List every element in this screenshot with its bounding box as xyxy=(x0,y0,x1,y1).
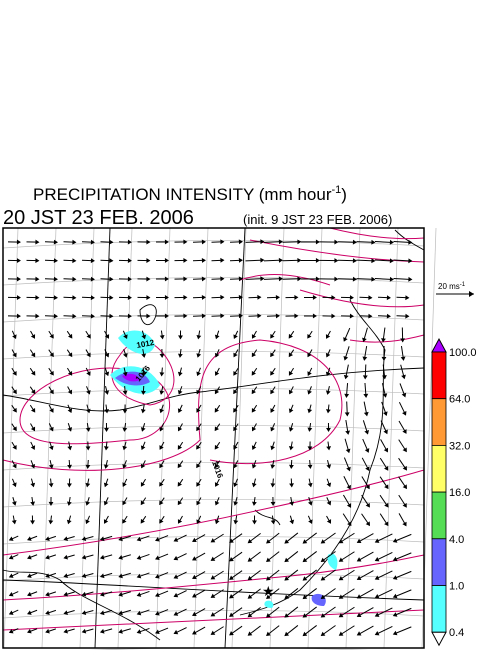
colorbar-label: 64.0 xyxy=(449,394,470,406)
colorbar-label: 0.4 xyxy=(449,627,464,639)
colorbar-label: 4.0 xyxy=(449,534,464,546)
colorbar-bottom xyxy=(432,632,446,645)
colorbar-segment xyxy=(432,352,446,399)
valid-time: 20 JST 23 FEB. 2006 xyxy=(3,207,194,229)
title-sup: -1 xyxy=(331,184,341,196)
colorbar-label: 32.0 xyxy=(449,440,470,452)
map: 1012 1016 1016 ★ xyxy=(3,228,436,650)
wind-legend-sup: -1 xyxy=(460,282,466,288)
colorbar-segment xyxy=(432,492,446,539)
colorbar-label: 16.0 xyxy=(449,487,470,499)
title-main: PRECIPITATION INTENSITY (mm hour xyxy=(33,185,332,204)
wind-legend-arrow xyxy=(436,291,474,297)
colorbar-segment xyxy=(432,586,446,633)
colorbar-label: 100.0 xyxy=(449,347,477,359)
colorbar-segment xyxy=(432,539,446,586)
wind-legend-text: 20 ms xyxy=(438,282,460,291)
legend-arrow-head xyxy=(469,291,474,297)
title-end: ) xyxy=(341,185,347,204)
colorbar: 100.0 64.0 32.0 16.0 4.0 1.0 0.4 xyxy=(432,339,477,645)
colorbar-label: 1.0 xyxy=(449,581,464,593)
location-star: ★ xyxy=(262,583,275,599)
colorbar-segment xyxy=(432,445,446,492)
wind-legend-label: 20 ms-1 xyxy=(438,282,466,291)
colorbar-segment xyxy=(432,399,446,446)
colorbar-top xyxy=(432,339,446,352)
title: PRECIPITATION INTENSITY (mm hour-1) xyxy=(33,184,347,204)
init-time: (init. 9 JST 23 FEB. 2006) xyxy=(243,212,392,227)
